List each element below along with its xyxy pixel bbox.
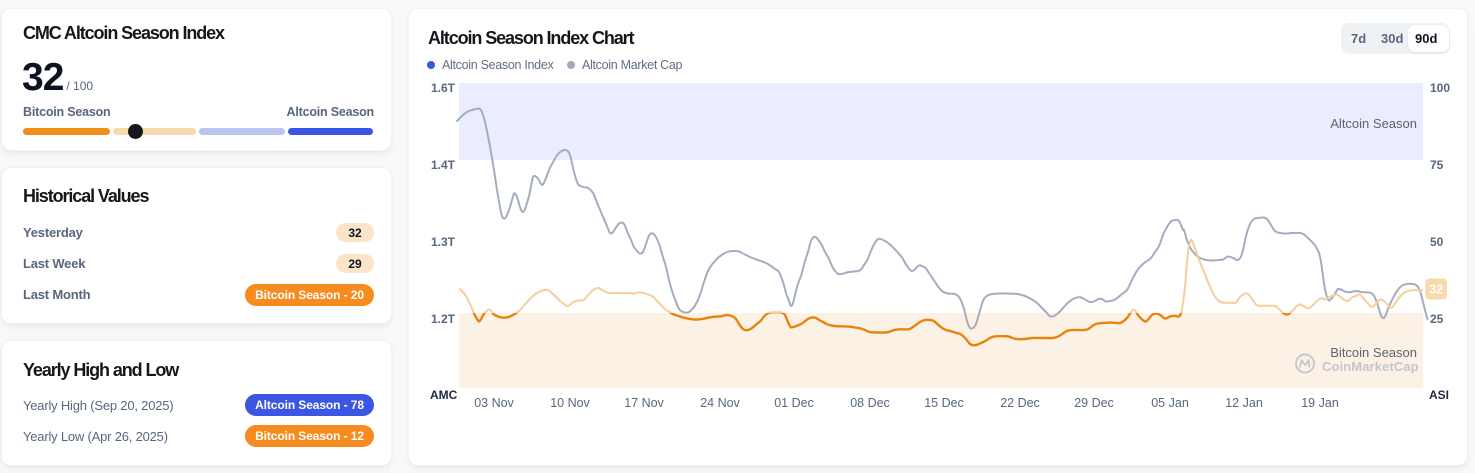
svg-text:32: 32 <box>1429 283 1443 297</box>
